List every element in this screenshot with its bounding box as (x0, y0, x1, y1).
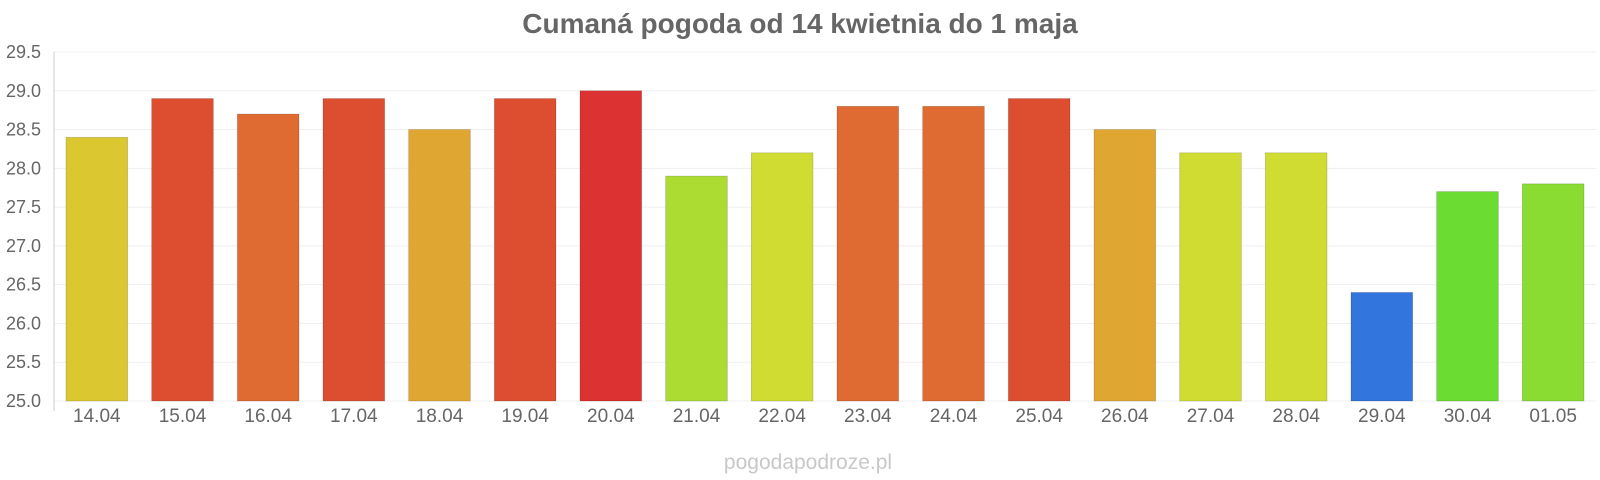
bar-26.04 (1093, 129, 1157, 402)
bar-20.04 (579, 90, 643, 402)
bar-16.04 (236, 113, 300, 402)
x-tick-label: 14.04 (73, 406, 121, 427)
x-tick-label: 15.04 (159, 406, 207, 427)
bars (65, 90, 1585, 402)
y-axis: 25.0 25.5 26.0 26.5 27.0 27.5 28.0 28.5 29.0 29.5 (6, 42, 55, 411)
bar-24.04 (922, 105, 985, 402)
x-tick-label: 17.04 (330, 406, 378, 427)
x-axis: 14.04 15.04 16.04 17.04 18.04 19.04 20.04 21.04… (73, 406, 1577, 427)
bar-14.04 (65, 136, 129, 402)
x-tick-label: 21.04 (673, 406, 721, 427)
y-tick-label: 28.0 (6, 158, 41, 178)
x-tick-label: 30.04 (1444, 406, 1492, 427)
bar-17.04 (322, 98, 386, 402)
bar-27.04 (1179, 152, 1242, 402)
bar-21.04 (665, 175, 728, 402)
y-tick-label: 27.0 (6, 236, 41, 256)
watermark: pogodapodroze.pl (724, 451, 892, 474)
gridlines (54, 51, 1596, 402)
bar-30.04 (1436, 191, 1499, 402)
chart-title: Cumaná pogoda od 14 kwietnia do 1 maja (522, 8, 1078, 39)
y-tick-label: 25.5 (6, 352, 41, 372)
y-tick-label: 26.5 (6, 275, 41, 295)
x-tick-label: 22.04 (758, 406, 806, 427)
x-tick-label: 23.04 (844, 406, 892, 427)
x-tick-label: 20.04 (587, 406, 635, 427)
y-tick-label: 28.5 (6, 120, 41, 140)
y-tick-label: 27.5 (6, 197, 41, 217)
x-tick-label: 25.04 (1015, 406, 1063, 427)
x-tick-label: 01.05 (1529, 406, 1577, 427)
bar-22.04 (750, 152, 814, 402)
y-tick-label: 26.0 (6, 313, 41, 333)
y-tick-label: 25.0 (6, 391, 41, 411)
bar-29.04 (1350, 292, 1414, 402)
bar-19.04 (493, 98, 557, 402)
x-tick-label: 26.04 (1101, 406, 1149, 427)
x-tick-label: 28.04 (1272, 406, 1320, 427)
x-tick-label: 29.04 (1358, 406, 1406, 427)
y-tick-label: 29.0 (6, 81, 41, 101)
y-tick-label: 29.5 (6, 42, 41, 62)
x-tick-label: 24.04 (930, 406, 978, 427)
bar-23.04 (836, 105, 900, 402)
bar-25.04 (1007, 98, 1071, 402)
bar-15.04 (151, 98, 214, 402)
x-tick-label: 27.04 (1187, 406, 1235, 427)
bar-01.05 (1521, 183, 1585, 402)
x-tick-label: 18.04 (416, 406, 464, 427)
bar-28.04 (1264, 152, 1328, 402)
bar-18.04 (408, 129, 471, 402)
x-tick-label: 16.04 (244, 406, 292, 427)
x-tick-label: 19.04 (501, 406, 549, 427)
